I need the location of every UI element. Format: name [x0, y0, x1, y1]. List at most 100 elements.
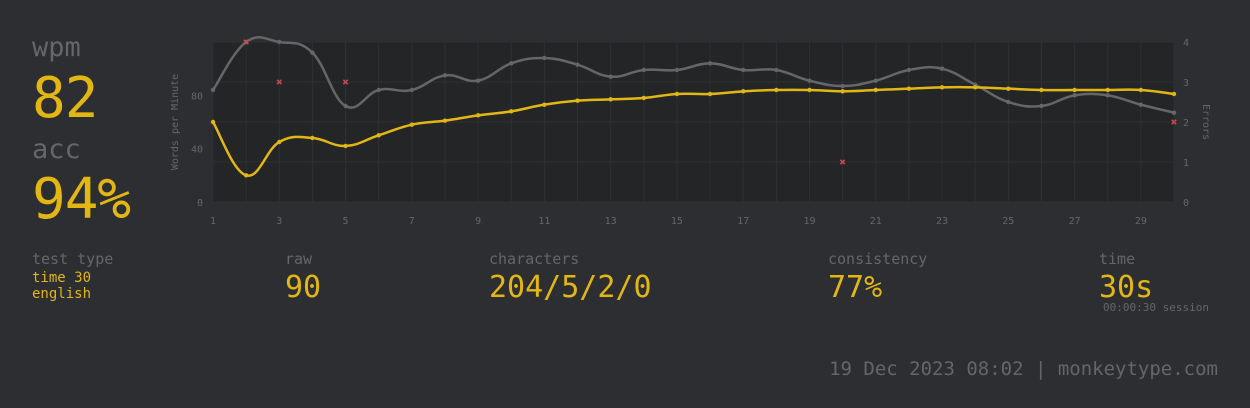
raw-point — [1105, 93, 1110, 98]
raw-point — [210, 87, 216, 93]
wpm-point — [873, 87, 878, 93]
x-tick-label: 13 — [605, 216, 617, 227]
time-session: 00:00:30 session — [1103, 301, 1209, 314]
raw-point — [542, 55, 547, 61]
raw-point — [939, 66, 945, 71]
raw-point — [575, 62, 580, 67]
y2-tick-label: 4 — [1183, 38, 1189, 49]
x-tick-label: 27 — [1069, 216, 1081, 227]
wpm-label: wpm — [32, 32, 81, 63]
x-tick-label: 19 — [803, 216, 815, 227]
x-tick-label: 15 — [671, 216, 683, 227]
y-tick-label: 80 — [191, 91, 203, 102]
wpm-point — [1138, 87, 1144, 93]
wpm-point — [707, 91, 713, 97]
wpm-point — [343, 143, 348, 149]
x-tick-label: 5 — [343, 216, 349, 227]
raw-point — [409, 87, 415, 93]
raw-point — [509, 61, 514, 66]
wpm-point — [475, 113, 481, 118]
raw-point — [873, 78, 878, 83]
wpm-point — [575, 98, 580, 103]
y-tick-label: 0 — [197, 198, 203, 209]
wpm-point — [608, 97, 613, 102]
x-tick-label: 3 — [276, 216, 282, 227]
wpm-point — [210, 119, 216, 125]
characters-label: characters — [489, 250, 580, 268]
raw-point — [774, 67, 779, 73]
wpm-point — [1039, 87, 1044, 93]
raw-point — [376, 87, 381, 93]
wpm-point — [741, 89, 746, 94]
error-marker — [276, 79, 283, 85]
wpm-point — [674, 91, 680, 97]
wpm-point — [1072, 87, 1077, 93]
wpm-point — [376, 133, 381, 138]
error-marker — [243, 39, 249, 45]
acc-value: 94% — [32, 167, 131, 232]
raw-point — [741, 67, 746, 73]
consistency-label: consistency — [828, 250, 928, 268]
wpm-series-line — [211, 85, 1175, 177]
test-type-label: test type — [32, 250, 114, 268]
raw-series-line — [211, 35, 1175, 114]
raw-point — [608, 74, 613, 79]
raw-point — [807, 78, 812, 83]
wpm-value: 82 — [32, 66, 98, 131]
raw-point — [840, 83, 845, 89]
wpm-point — [509, 109, 514, 114]
x-tick-label: 9 — [475, 216, 481, 227]
x-tick-label: 29 — [1135, 216, 1147, 227]
wpm-point — [1105, 87, 1110, 93]
wpm-point — [243, 173, 249, 178]
y2-tick-label: 0 — [1183, 198, 1189, 209]
consistency-value: 77% — [828, 270, 883, 305]
wpm-point — [442, 118, 448, 123]
wpm-point — [277, 139, 282, 145]
raw-point — [277, 39, 282, 45]
wpm-point — [906, 86, 912, 91]
wpm-point — [840, 89, 845, 94]
footer-date-site: 19 Dec 2023 08:02 | monkeytype.com — [829, 358, 1218, 380]
raw-point — [310, 50, 315, 55]
x-tick-label: 11 — [538, 216, 550, 227]
test-type-language[interactable]: english — [32, 286, 92, 302]
raw-label: raw — [285, 250, 313, 268]
x-tick-label: 21 — [870, 216, 882, 227]
raw-point — [343, 103, 348, 109]
wpm-point — [939, 85, 945, 90]
y-tick-label: 40 — [191, 145, 203, 156]
raw-point — [707, 61, 713, 66]
y2-tick-label: 3 — [1183, 78, 1189, 89]
raw-point — [442, 73, 448, 78]
error-marker — [342, 79, 349, 85]
raw-point — [1039, 103, 1044, 109]
y2-tick-label: 1 — [1183, 158, 1189, 169]
x-tick-label: 1 — [210, 216, 216, 227]
raw-value: 90 — [285, 270, 322, 305]
raw-point — [1006, 99, 1011, 105]
wpm-point — [641, 95, 646, 101]
y-axis-label: Words per Minute — [170, 74, 181, 170]
raw-point — [1138, 102, 1144, 107]
raw-point — [475, 78, 481, 83]
wpm-point — [1171, 91, 1177, 97]
wpm-point — [774, 87, 779, 93]
raw-point — [1072, 93, 1077, 98]
wpm-point — [972, 85, 978, 90]
y2-tick-label: 2 — [1183, 118, 1189, 129]
time-label: time — [1099, 250, 1136, 268]
time-value: 30s — [1099, 270, 1154, 305]
raw-point — [906, 67, 912, 73]
wpm-point — [542, 102, 547, 107]
y2-axis-label: Errors — [1200, 104, 1211, 140]
raw-point — [674, 67, 680, 73]
error-marker — [1171, 119, 1177, 125]
x-tick-label: 25 — [1002, 216, 1014, 227]
x-tick-label: 7 — [409, 216, 415, 227]
acc-label: acc — [32, 134, 81, 165]
wpm-point — [807, 87, 812, 93]
wpm-chart: 1 3 5 7 9 11 13 15 17 19 21 23 25 27 290408001234Words… — [170, 35, 1211, 227]
x-tick-label: 17 — [737, 216, 749, 227]
wpm-point — [1006, 86, 1011, 91]
